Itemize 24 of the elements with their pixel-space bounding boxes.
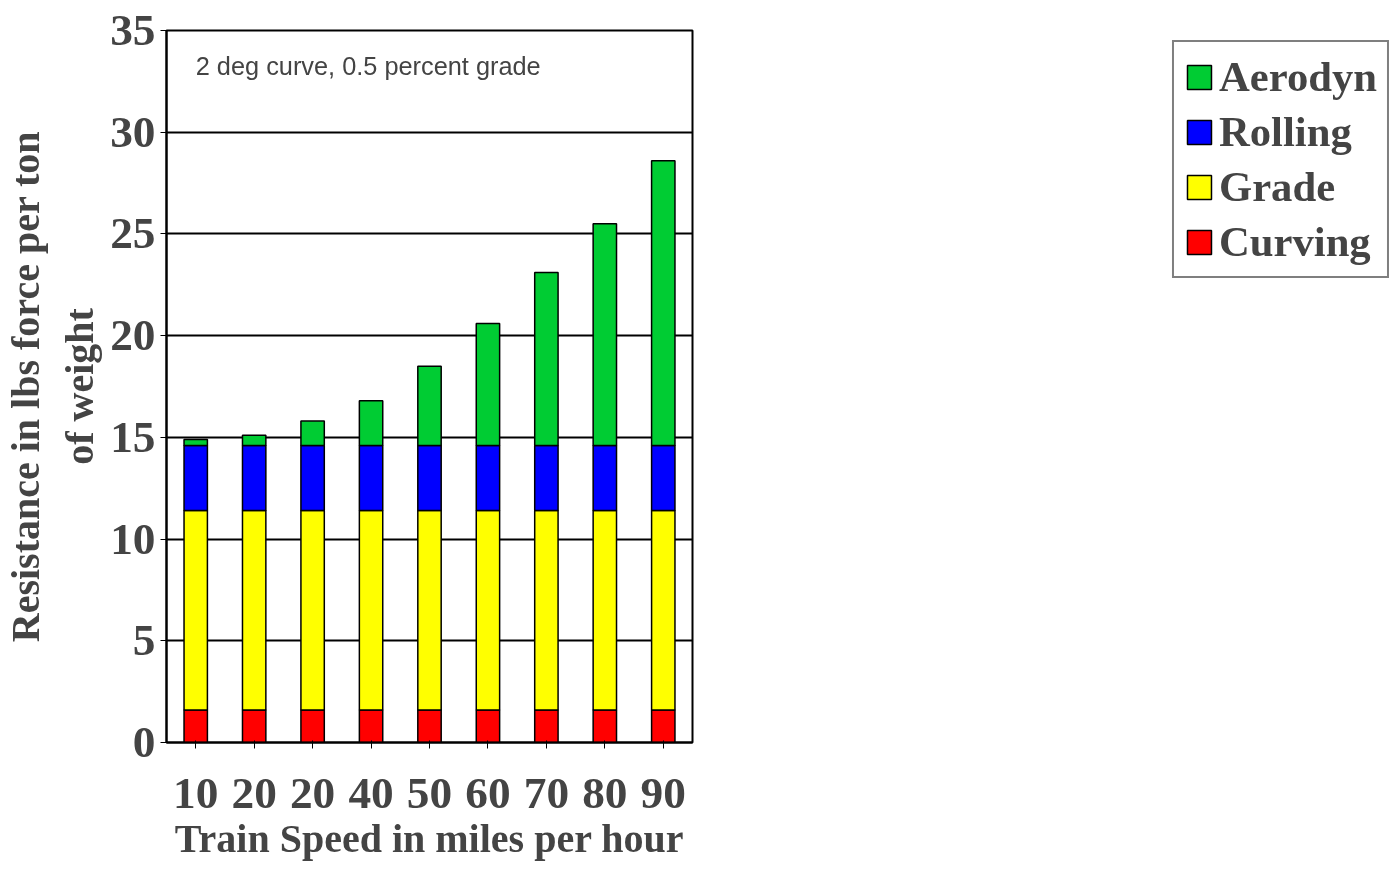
y-tick-label: 20 <box>110 310 156 361</box>
x-tick-label: 70 <box>523 767 570 818</box>
x-tick-label: 50 <box>406 767 453 818</box>
x-tick-label: 20 <box>289 767 336 818</box>
y-tick-label: 30 <box>110 106 156 157</box>
x-tick-label: 20 <box>231 767 277 818</box>
y-tick-label: 25 <box>110 208 156 259</box>
x-tick-label: 40 <box>348 767 394 818</box>
y-tick-label: 0 <box>132 717 156 767</box>
x-axis-title: Train Speed in miles per hour <box>174 815 684 861</box>
y-axis-title: Resistance in lbs force per ton of weight <box>3 131 103 643</box>
annotation: 2 deg curve, 0.5 percent grade <box>195 52 541 81</box>
y-tick-label: 15 <box>110 411 156 462</box>
y-tick-label: 5 <box>132 615 156 666</box>
x-tick-label: 60 <box>465 767 511 818</box>
y-tick-label: 10 <box>110 513 156 564</box>
y-tick-label: 35 <box>110 5 156 55</box>
legend-label: Aerodyn <box>1218 52 1377 101</box>
legend-label: Grade <box>1218 162 1336 211</box>
x-tick-label: 80 <box>582 767 628 818</box>
x-tick-label: 90 <box>640 767 686 818</box>
x-tick-label: 10 <box>173 767 219 818</box>
legend-label: Rolling <box>1218 107 1352 156</box>
legend-label: Curving <box>1218 217 1371 266</box>
